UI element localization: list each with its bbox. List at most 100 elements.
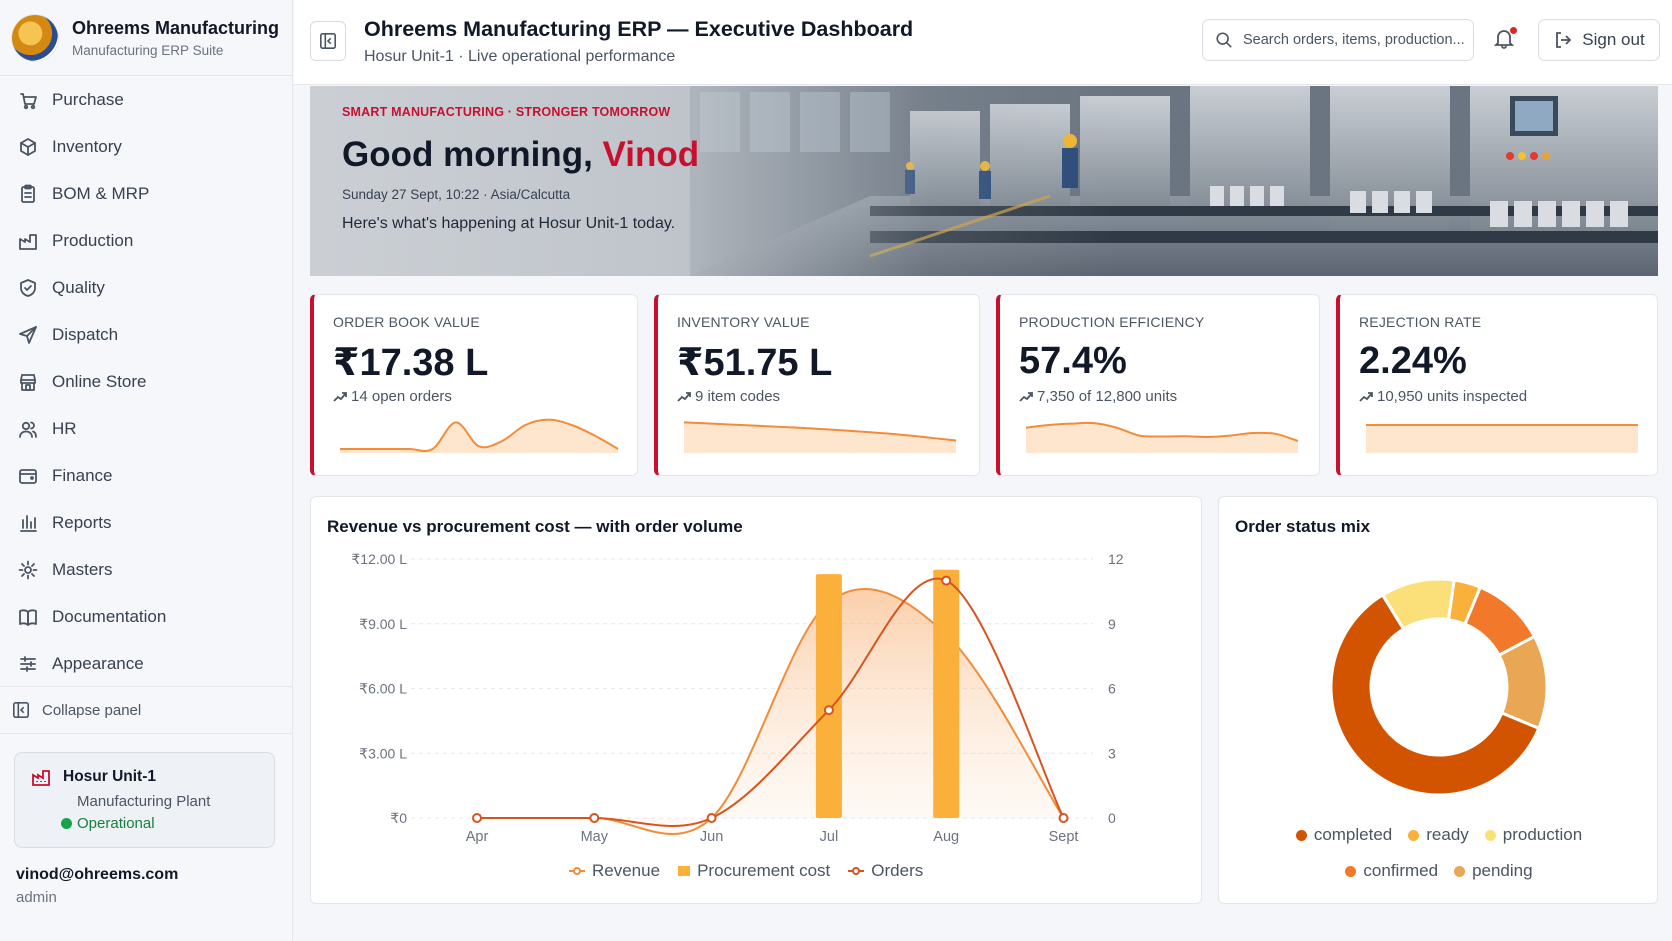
factory-icon <box>32 770 50 786</box>
notifications-button[interactable] <box>1493 27 1517 53</box>
legend-orders[interactable]: Orders <box>848 861 923 881</box>
page-subtitle: Hosur Unit-1 · Live operational performa… <box>364 48 676 65</box>
sidebar-item-appearance[interactable]: Appearance <box>0 640 292 687</box>
sidebar-item-production[interactable]: Production <box>0 217 292 264</box>
y-right-tick: 12 <box>1108 551 1124 567</box>
sidebar-item-finance[interactable]: Finance <box>0 452 292 499</box>
sidebar-nav: Purchase Inventory BOM & MRP Production Qual… <box>0 76 292 687</box>
sidebar-item-label: Dispatch <box>52 324 119 344</box>
legend-completed[interactable]: completed <box>1295 825 1393 845</box>
bell-icon <box>1493 30 1515 49</box>
order-status-donut <box>1329 577 1549 797</box>
hero-tagline: SMART MANUFACTURING · STRONGER TOMORROW <box>342 105 671 119</box>
sidebar-item-purchase[interactable]: Purchase <box>0 76 292 123</box>
kpi-label: PRODUCTION EFFICIENCY <box>1019 314 1205 330</box>
sidebar-item-label: Documentation <box>52 606 167 626</box>
legend-revenue[interactable]: Revenue <box>569 861 660 881</box>
search-box[interactable] <box>1202 19 1474 61</box>
kpi-subtext: 14 open orders <box>333 388 452 405</box>
kpi-card-order-book[interactable]: ORDER BOOK VALUE ₹17.38 L 14 open orders <box>310 294 638 476</box>
legend-confirmed[interactable]: confirmed <box>1345 861 1438 881</box>
y-right-tick: 6 <box>1108 681 1116 697</box>
hero-overlay <box>310 86 1658 276</box>
sidebar-item-hr[interactable]: HR <box>0 405 292 452</box>
sidebar-item-reports[interactable]: Reports <box>0 499 292 546</box>
y-right-tick: 9 <box>1108 616 1116 632</box>
sidebar-item-documentation[interactable]: Documentation <box>0 593 292 640</box>
search-icon <box>1216 32 1232 48</box>
y-left-tick: ₹3.00 L <box>359 745 407 761</box>
sidebar-toggle-button[interactable] <box>310 21 346 61</box>
x-tick: Jul <box>820 829 839 845</box>
kpi-value: 2.24% <box>1359 340 1467 382</box>
kpi-card-inventory[interactable]: INVENTORY VALUE ₹51.75 L 9 item codes <box>654 294 980 476</box>
orders-point[interactable] <box>941 575 952 586</box>
sidebar-item-label: Quality <box>52 277 105 297</box>
trend-up-icon <box>1019 391 1033 402</box>
legend-procurement-label: Procurement cost <box>697 861 831 880</box>
brand-title: Ohreems Manufacturing <box>72 17 280 38</box>
legend-label: production <box>1502 825 1583 844</box>
revenue-chart-legend: Revenue Procurement cost Orders <box>569 861 923 881</box>
sign-out-button[interactable]: Sign out <box>1538 19 1660 61</box>
sidebar-item-inventory[interactable]: Inventory <box>0 123 292 170</box>
sidebar-item-masters[interactable]: Masters <box>0 546 292 593</box>
kpi-subtext: 10,950 units inspected <box>1359 388 1527 405</box>
store-icon <box>18 372 38 392</box>
x-tick: May <box>581 829 609 845</box>
panel-left-icon <box>319 32 337 50</box>
factory-icon <box>18 231 38 251</box>
legend-production[interactable]: production <box>1484 825 1583 845</box>
page-title: Ohreems Manufacturing ERP — Executive Da… <box>364 17 914 41</box>
sparkline-line <box>340 418 619 452</box>
unit-card[interactable]: Hosur Unit-1 Manufacturing Plant Operati… <box>14 752 275 848</box>
kpi-label: REJECTION RATE <box>1359 314 1482 330</box>
revenue-chart-title: Revenue vs procurement cost — with order… <box>327 517 743 536</box>
revenue-chart: ₹0 0 ₹3.00 L 3 ₹6.00 L 6 ₹9.00 L 9 ₹12.00 L 12 Apr… <box>351 551 1124 845</box>
sidebar-item-label: BOM & MRP <box>52 183 150 203</box>
orders-point[interactable] <box>589 813 600 823</box>
sidebar-item-bom-mrp[interactable]: BOM & MRP <box>0 170 292 217</box>
notification-dot <box>1510 27 1517 34</box>
sidebar-item-dispatch[interactable]: Dispatch <box>0 311 292 358</box>
x-tick: Aug <box>933 829 959 845</box>
orders-point[interactable] <box>472 813 482 823</box>
unit-name: Hosur Unit-1 <box>63 768 156 785</box>
kpi-card-production-efficiency[interactable]: PRODUCTION EFFICIENCY 57.4% 7,350 of 12,… <box>996 294 1320 476</box>
sidebar-item-label: Reports <box>52 512 112 532</box>
book-icon <box>18 607 38 627</box>
search-input[interactable] <box>1243 32 1468 48</box>
y-left-tick: ₹12.00 L <box>351 551 407 567</box>
orders-point[interactable] <box>1058 813 1069 823</box>
hero-greeting: Good morning, Vinod <box>342 135 699 175</box>
sidebar-item-label: Masters <box>52 559 113 579</box>
user-email: vinod@ohreems.com <box>16 866 179 883</box>
collapse-panel-button[interactable]: Collapse panel <box>0 686 292 734</box>
box-icon <box>18 137 38 157</box>
user-role: admin <box>16 889 57 906</box>
brand-subtitle: Manufacturing ERP Suite <box>72 42 224 58</box>
bar-chart-icon <box>18 513 38 533</box>
kpi-card-rejection-rate[interactable]: REJECTION RATE 2.24% 10,950 units inspec… <box>1336 294 1658 476</box>
legend-ready[interactable]: ready <box>1408 825 1469 845</box>
brand-logo <box>12 14 58 61</box>
donut-slice-completed[interactable] <box>1329 592 1541 797</box>
procurement-bar[interactable] <box>815 574 842 818</box>
legend-label: completed <box>1313 825 1393 844</box>
procurement-bar[interactable] <box>933 569 960 818</box>
brand[interactable]: Ohreems Manufacturing Manufacturing ERP … <box>0 0 292 76</box>
kpi-value: ₹17.38 L <box>333 342 489 384</box>
sidebar-item-label: Production <box>52 230 134 250</box>
legend-pending[interactable]: pending <box>1454 861 1533 881</box>
y-right-tick: 0 <box>1108 810 1116 826</box>
orders-point[interactable] <box>823 705 834 716</box>
sidebar-item-online-store[interactable]: Online Store <box>0 358 292 405</box>
legend-label: ready <box>1426 825 1469 844</box>
kpi-sparkline <box>1025 421 1299 453</box>
kpi-sparkline <box>340 418 619 453</box>
greeting-text: Good morning, <box>342 135 603 174</box>
sign-out-icon <box>1556 32 1572 48</box>
sidebar-item-quality[interactable]: Quality <box>0 264 292 311</box>
legend-procurement[interactable]: Procurement cost <box>678 861 830 881</box>
orders-point[interactable] <box>706 813 717 823</box>
